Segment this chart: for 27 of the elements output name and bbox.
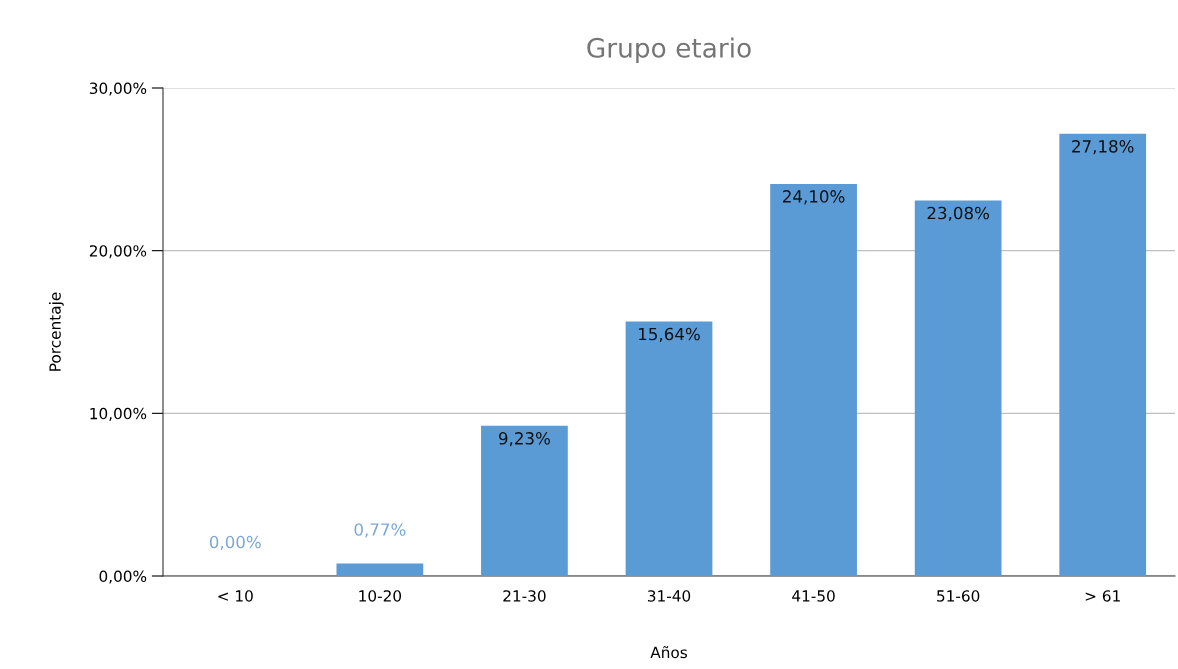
- y-tick-label: 30,00%: [89, 82, 147, 96]
- x-tick-label: 31-40: [647, 590, 691, 602]
- data-label: 9,23%: [499, 432, 550, 447]
- data-label: 23,08%: [927, 206, 989, 222]
- x-tick-label: 21-30: [503, 590, 546, 602]
- y-tick-label: 0,00%: [99, 570, 147, 584]
- x-axis-title: Años: [650, 646, 687, 659]
- data-label: 27,18%: [1072, 140, 1134, 155]
- data-label: 0,77%: [354, 523, 406, 538]
- chart-title: Grupo etario: [587, 37, 751, 63]
- x-tick-label: < 10: [218, 590, 253, 602]
- bar: [770, 183, 857, 576]
- bar: [481, 425, 568, 576]
- x-tick-label: > 61: [1085, 590, 1120, 602]
- y-tick-label: 20,00%: [89, 245, 147, 259]
- x-tick-label: 41-50: [792, 590, 835, 602]
- x-tick-label: 51-60: [937, 590, 980, 602]
- bar: [914, 200, 1002, 576]
- data-label: 0,00%: [209, 535, 261, 551]
- bar: [336, 563, 424, 576]
- y-tick-label: 10,00%: [90, 407, 147, 421]
- bar: [625, 321, 713, 576]
- bar: [1059, 133, 1147, 576]
- y-axis-title: Porcentaje: [48, 292, 64, 371]
- x-tick-label: 10-20: [359, 590, 402, 602]
- data-label: 15,64%: [639, 327, 700, 343]
- data-label: 24,10%: [783, 190, 845, 205]
